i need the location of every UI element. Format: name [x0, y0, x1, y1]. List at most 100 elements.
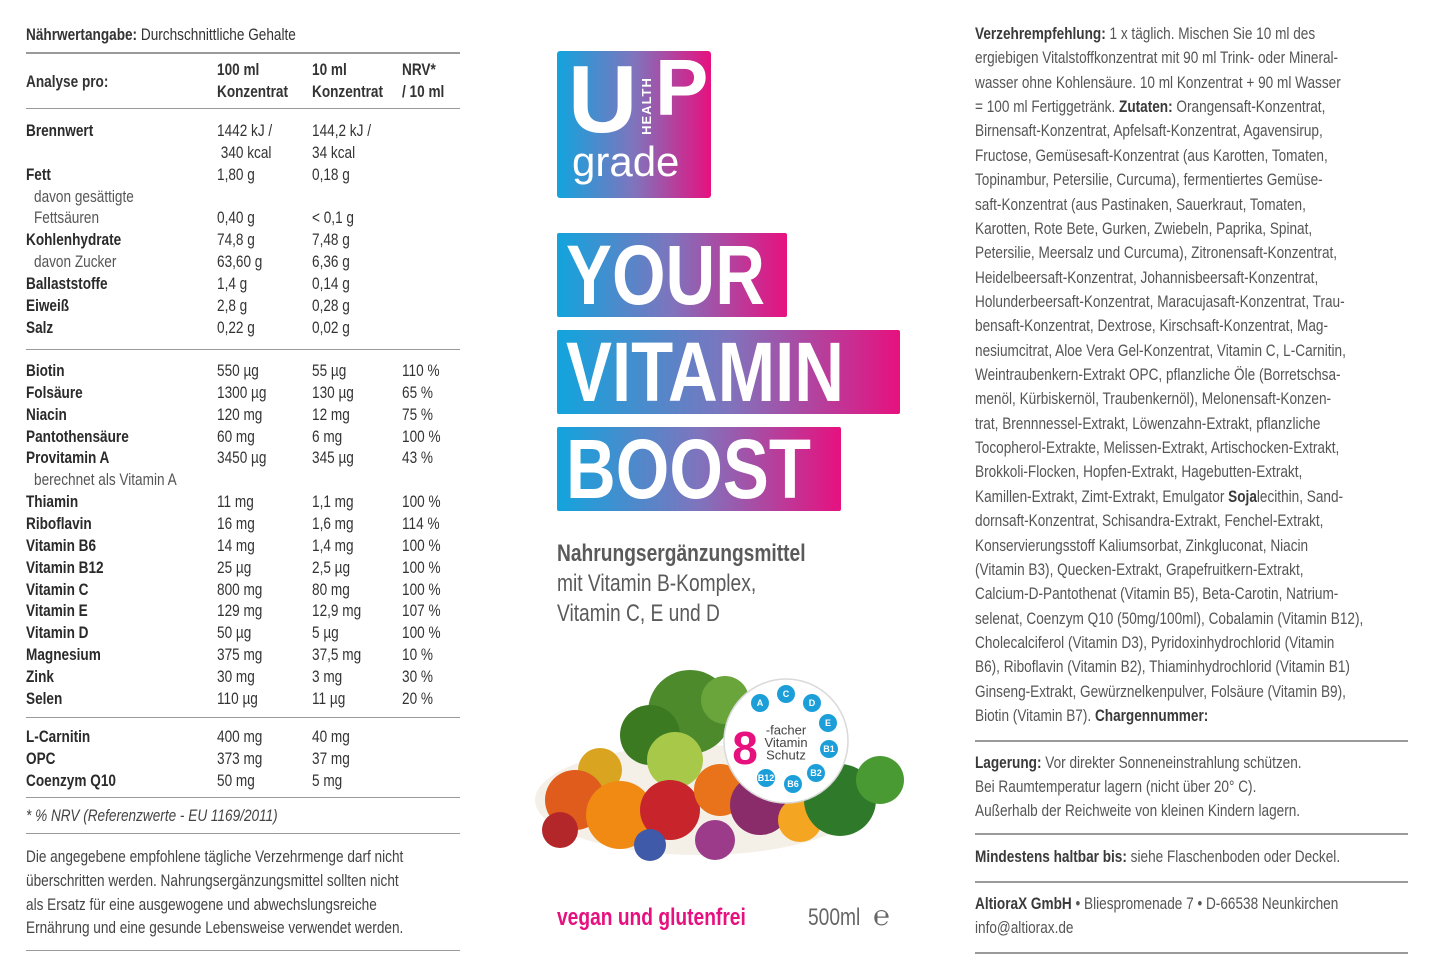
ingredient-line: Petersilie, Meersalz und Curcuma), Zitro… [975, 243, 1338, 263]
row-label: Magnesium [26, 645, 101, 665]
bold-run: Nährwertangabe: [26, 25, 138, 44]
ingredient-line: Fructose, Gemüsesaft-Konzentrat (aus Kar… [975, 145, 1328, 165]
vitamin-label: B1 [823, 744, 835, 754]
value-per-10ml: 1,6 mg [312, 513, 354, 533]
value-per-100ml: 74,8 g [217, 230, 255, 250]
row-label: berechnet als Vitamin A [34, 470, 177, 490]
ingredient-line: Kamillen-Extrakt, Zimt-Extrakt, Emulgato… [975, 486, 1343, 508]
vitamin-label: B12 [758, 773, 775, 783]
value-per-100ml: 16 mg [217, 513, 255, 533]
subtitle-line: Vitamin C, E und D [557, 600, 720, 627]
vitamin-label: C [783, 689, 790, 699]
ingredient-line: ergiebigen Vitalstoffkonzentrat mit 90 m… [975, 48, 1339, 68]
footnote: * % NRV (Referenzwerte - EU 1169/2011) [26, 806, 278, 825]
storage-line: Lagerung: Vor direkter Sonneneinstrahlun… [975, 752, 1302, 774]
ingredient-line: menöl, Kürbiskernöl, Traubenkernöl), Mel… [975, 389, 1332, 409]
value-nrv: 43 % [402, 448, 433, 468]
value-per-10ml: 0,02 g [312, 317, 350, 337]
value-per-10ml: 37 mg [312, 748, 350, 768]
text-run: 1 x täglich. Mischen Sie 10 ml des [1105, 24, 1316, 43]
row-label: Provitamin A [26, 448, 110, 468]
vitamin-dot [784, 775, 802, 793]
ingredient-line: (Vitamin B3), Quecken-Extrakt, Grapefrui… [975, 559, 1304, 579]
value-per-10ml: 1,1 mg [312, 492, 354, 512]
ingredient-line: Weintraubenkern-Extrakt OPC, pflanzliche… [975, 365, 1341, 385]
value-per-100ml: 1,80 g [217, 164, 255, 184]
divider [26, 833, 460, 834]
bold-run: Mindestens haltbar bis: [975, 847, 1127, 866]
value-per-10ml: 5 µg [312, 623, 339, 643]
row-label: Biotin [26, 361, 65, 380]
badge-text: Vitamin [764, 735, 807, 750]
value-nrv: 10 % [402, 645, 433, 665]
bold-run: Zutaten: [1119, 97, 1173, 117]
value-per-10ml: < 0,1 g [312, 208, 354, 228]
row-label: davon Zucker [34, 252, 117, 272]
value-per-10ml: 0,18 g [312, 164, 350, 184]
divider [26, 349, 460, 350]
value-per-10ml: 80 mg [312, 579, 350, 599]
vitamin-dot [757, 769, 775, 787]
bold-run: Lagerung: [975, 753, 1042, 772]
ingredient-line: Birnensaft-Konzentrat, Apfelsaft-Konzent… [975, 121, 1323, 141]
ingredient-line: Holunderbeersaft-Konzentrat, Maracujasaf… [975, 291, 1345, 311]
vitamin-dot [777, 685, 795, 703]
value-nrv: 20 % [402, 688, 433, 708]
row-label: Vitamin E [26, 601, 88, 621]
row-label: Folsäure [26, 382, 83, 402]
value-nrv: 100 % [402, 492, 441, 512]
best-before: Mindestens haltbar bis: siehe Flaschenbo… [975, 846, 1340, 868]
table-title: Nährwertangabe: Durchschnittliche Gehalt… [26, 24, 296, 46]
divider [975, 952, 1408, 954]
value-per-10ml: 144,2 kJ / [312, 121, 371, 140]
row-label: L-Carnitin [26, 727, 91, 746]
value-per-10ml: 37,5 mg [312, 645, 362, 665]
ingredient-line: trat, Brennnessel-Extrakt, Löwenzahn-Ext… [975, 413, 1321, 433]
value-per-100ml: 375 mg [217, 645, 263, 665]
vitamin-dot [807, 764, 825, 782]
text-run: • Bliespromenade 7 • D-66538 Neunkirchen [1071, 894, 1339, 913]
vitamin-label: D [809, 698, 816, 708]
storage-line: Bei Raumtemperatur lagern (nicht über 20… [975, 777, 1257, 796]
value-per-100ml: 340 kcal [217, 142, 272, 162]
text-run: siehe Flaschenboden oder Deckel. [1126, 847, 1341, 866]
bold-run: AltioraX GmbH [975, 894, 1072, 913]
value-nrv: 114 % [402, 513, 440, 533]
bold-run: Soja [1228, 486, 1257, 506]
value-per-10ml: 12 mg [312, 404, 350, 424]
value-per-100ml: 1442 kJ / [217, 121, 273, 140]
row-label: Kohlenhydrate [26, 230, 122, 250]
ingredient-line: Brokkoli-Flocken, Hopfen-Extrakt, Hagebu… [975, 462, 1303, 482]
value-per-10ml: 0,28 g [312, 295, 350, 315]
text-run: Kamillen-Extrakt, Zimt-Extrakt, Emulgato… [975, 486, 1229, 506]
divider [975, 881, 1408, 883]
divider [26, 108, 460, 109]
value-nrv: 100 % [402, 557, 441, 577]
vitamin-dot [819, 714, 837, 732]
text-run: Vor direkter Sonneneinstrahlung schützen… [1041, 753, 1302, 772]
value-per-10ml: 12,9 mg [312, 601, 362, 621]
value-per-100ml: 50 mg [217, 770, 255, 790]
value-nrv: 30 % [402, 666, 433, 686]
logo-box [557, 51, 711, 198]
value-per-100ml: 800 mg [217, 579, 263, 599]
value-per-10ml: 3 mg [312, 666, 343, 686]
value-per-100ml: 14 mg [217, 535, 255, 555]
value-per-100ml: 110 µg [217, 688, 258, 708]
text-run: lecithin, Sand- [1256, 486, 1344, 506]
value-per-10ml: 345 µg [312, 448, 354, 468]
value-per-10ml: 5 mg [312, 770, 343, 790]
value-per-10ml: 6,36 g [312, 252, 350, 272]
row-label: Salz [26, 317, 54, 337]
value-per-10ml: 11 µg [312, 688, 346, 708]
vitamin-dot [751, 694, 769, 712]
vitamin-label: E [825, 718, 831, 728]
vitamin-dot [803, 694, 821, 712]
value-per-100ml: 129 mg [217, 601, 263, 621]
divider [26, 950, 460, 951]
header-cell: Konzentrat [312, 82, 384, 101]
estimated-sign: ℮ [873, 900, 890, 931]
vitamin-label: B2 [810, 768, 822, 778]
